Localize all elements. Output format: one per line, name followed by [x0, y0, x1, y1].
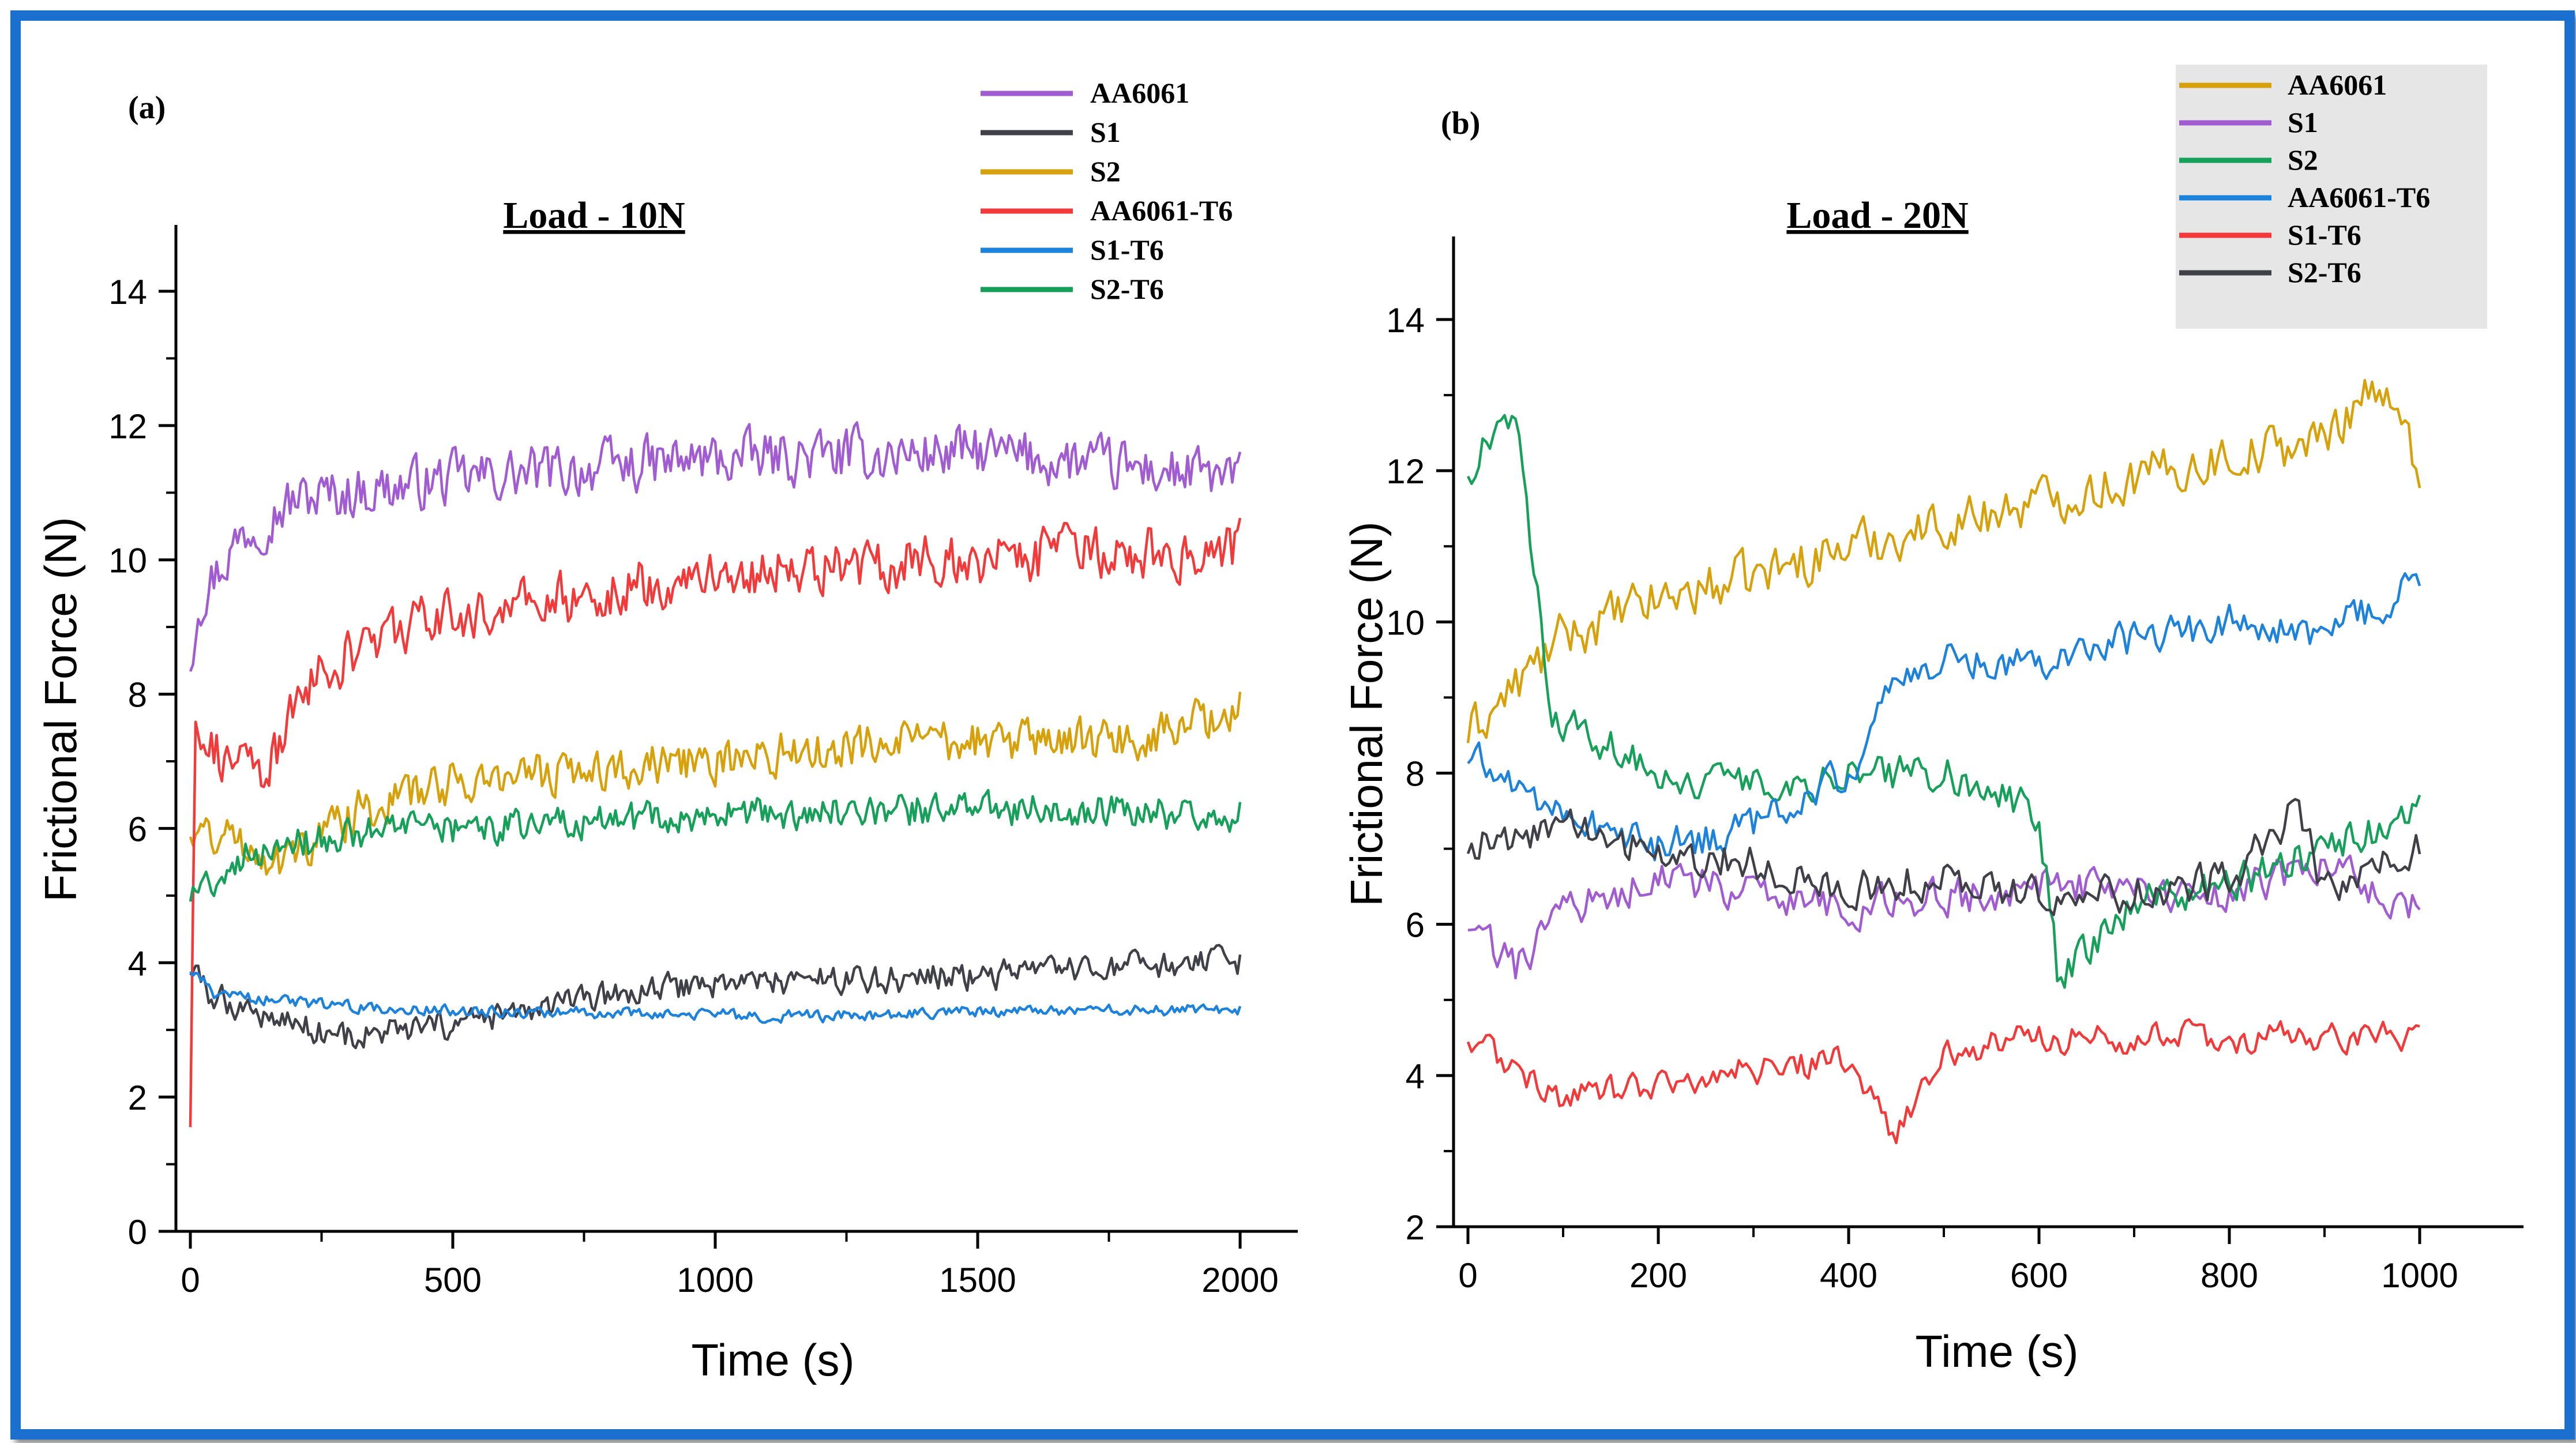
panel-a-y-tick-label: 12 [108, 407, 147, 446]
panel-b-y-tick-label: 4 [1406, 1057, 1425, 1096]
panel-b-legend-label: AA6061-T6 [2288, 181, 2430, 213]
panel-a-legend-label: S1 [1090, 116, 1121, 148]
panel-b-legend-label: S2-T6 [2288, 256, 2361, 288]
panel-a-legend-label: S2 [1090, 155, 1121, 187]
panel-a-x-tick-label: 2000 [1201, 1261, 1278, 1299]
panel-b-x-tick-label: 200 [1629, 1256, 1687, 1295]
panel-a-title: Load - 10N [503, 194, 685, 236]
panel-a-y-tick-label: 0 [128, 1213, 147, 1252]
figure-frame [10, 10, 2575, 1440]
panel-a-x-tick-label: 0 [181, 1261, 200, 1299]
panel-b-x-tick-label: 600 [2010, 1256, 2068, 1295]
panel-b-y-tick-label: 12 [1386, 452, 1425, 491]
panel-a-y-tick-label: 8 [128, 676, 147, 715]
panel-a-y-tick-label: 6 [128, 810, 147, 848]
panel-a-y-tick-label: 2 [128, 1079, 147, 1117]
panel-b-x-tick-label: 1000 [2381, 1256, 2458, 1295]
panel-b-axes: 2 4 6 8 10 12 14 0 200 400 600 800 1000 [1386, 236, 2524, 1295]
panel-b-series-s1-t6-line [1466, 1018, 2420, 1145]
panel-a-x-tick-label: 1000 [677, 1261, 753, 1299]
panel-b-series-lines [1466, 378, 2421, 1145]
panel-b-y-tick-label: 10 [1386, 603, 1425, 642]
panel-b-x-tick-label: 800 [2201, 1256, 2258, 1295]
panel-a-y-tick-label: 4 [128, 944, 147, 983]
panel-a-series-s1-t6-line [189, 971, 1242, 1024]
panel-a-legend-label: S1-T6 [1090, 234, 1164, 266]
panel-b-legend-label: S1-T6 [2288, 219, 2361, 251]
panel-b-legend-label: S2 [2288, 144, 2318, 176]
panel-a-legend-label: AA6061 [1090, 77, 1189, 109]
panel-a-x-axis-label: Time (s) [691, 1335, 854, 1385]
panel-a-legend: AA6061 S1 S2 AA6061-T6 S1-T6 S2-T6 [981, 77, 1233, 305]
panel-b-title: Load - 20N [1786, 194, 1968, 236]
panel-a-y-tick-label: 14 [108, 273, 147, 311]
panel-a-legend-label: S2-T6 [1090, 273, 1164, 305]
panel-a-series-aa6061-line [189, 421, 1242, 672]
panel-a-series-s1-line [189, 944, 1242, 1050]
panel-a-label: (a) [128, 90, 166, 126]
panel-b-series-aa6061-t6-line [1467, 572, 2421, 862]
panel-b-y-tick-label: 2 [1406, 1208, 1425, 1247]
panel-b-series-s1-line [1467, 854, 2421, 980]
panel-b-y-tick-label: 8 [1406, 755, 1425, 794]
panel-a-x-tick-label: 1500 [939, 1261, 1016, 1299]
panel-a-y-axis-label: Frictional Force (N) [35, 517, 86, 901]
panel-b-x-tick-label: 400 [1820, 1256, 1877, 1295]
panel-a-y-tick-label: 10 [108, 542, 147, 580]
panel-b-series-s2-t6-line [1466, 798, 2421, 916]
panel-b-y-tick-label: 6 [1406, 906, 1425, 945]
panel-a-series-s2-t6-line [189, 788, 1242, 902]
panel-b: (b) Load - 20N Time (s) Frictional Force… [1341, 65, 2524, 1377]
panel-b-x-tick-label: 0 [1458, 1256, 1477, 1295]
panel-a-x-tick-label: 500 [424, 1261, 482, 1299]
panel-a: (a) Load - 10N Time (s) Frictional Force… [35, 77, 1298, 1385]
panel-b-y-axis-label: Frictional Force (N) [1341, 521, 1392, 906]
panel-b-legend: AA6061 S1 S2 AA6061-T6 S1-T6 S2-T6 [2179, 69, 2430, 288]
panel-b-x-axis-label: Time (s) [1915, 1326, 2078, 1377]
panel-a-series-lines [189, 421, 1242, 1128]
panel-a-legend-label: AA6061-T6 [1090, 194, 1233, 227]
panel-b-label: (b) [1441, 106, 1480, 141]
panel-a-series-s2-line [189, 692, 1242, 876]
panel-b-y-tick-label: 14 [1386, 301, 1425, 340]
panel-a-axes: 0 2 4 6 8 10 12 14 0 500 1000 1500 2000 [108, 225, 1298, 1299]
panel-b-series-aa6061-line [1466, 378, 2421, 743]
panel-b-legend-label: AA6061 [2288, 69, 2387, 101]
panel-b-legend-label: S1 [2288, 106, 2318, 138]
panel-b-series-s2-line [1466, 414, 2421, 989]
panel-a-series-aa6061-t6-line [189, 517, 1242, 1128]
